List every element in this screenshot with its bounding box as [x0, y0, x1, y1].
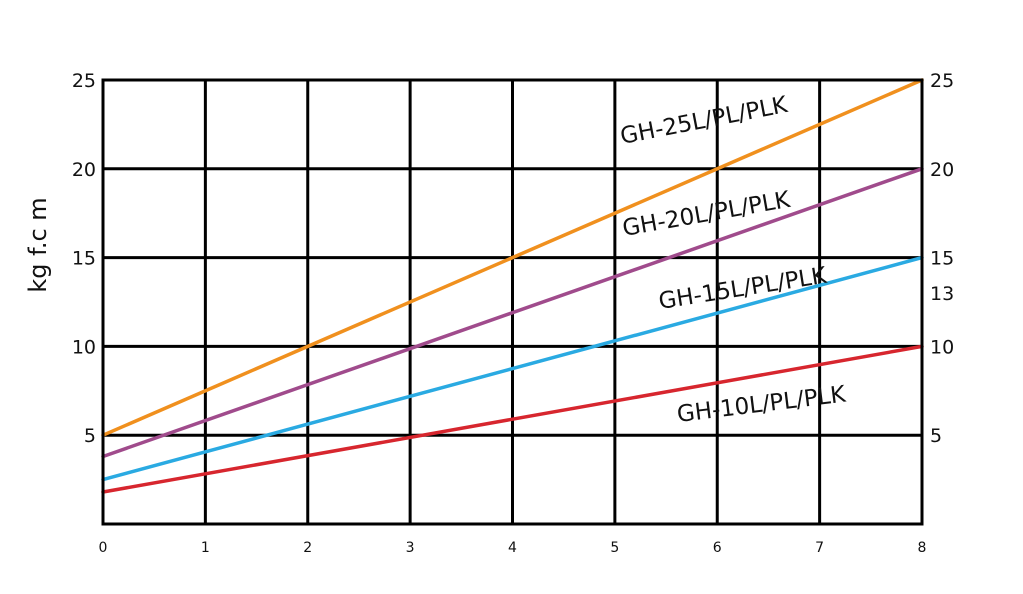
grid [101, 78, 924, 524]
x-tick: 1 [201, 540, 210, 556]
y-tick-right: 13 [930, 283, 954, 305]
x-tick: 6 [713, 540, 722, 556]
y-tick-right: 5 [930, 425, 942, 447]
x-tick: 2 [303, 540, 312, 556]
x-tick: 5 [610, 540, 619, 556]
y-tick-right: 10 [930, 336, 954, 358]
x-tick: 7 [815, 540, 824, 556]
series-line-3 [101, 344, 924, 494]
plot-frame [101, 78, 924, 526]
series-line-2 [101, 255, 924, 482]
x-tick: 3 [406, 540, 415, 556]
x-tick: 4 [508, 540, 517, 556]
y-tick-left: 20 [72, 159, 96, 181]
y-tick-left: 5 [84, 425, 96, 447]
y-axis-title: kg f.c m [24, 197, 52, 292]
series-line-0 [101, 78, 924, 437]
x-tick: 8 [918, 540, 927, 556]
y-tick-left: 10 [72, 336, 96, 358]
y-tick-right: 25 [930, 70, 954, 92]
x-axis-ticks: 0 1 2 3 4 5 6 7 8 [99, 540, 927, 556]
y-tick-left: 15 [72, 248, 96, 270]
series-label-3: GH-10L/PL/PLK [676, 381, 848, 428]
plot-border [101, 78, 924, 526]
series-labels: GH-25L/PL/PLKGH-20L/PL/PLKGH-15L/PL/PLKG… [618, 92, 848, 428]
series-label-0: GH-25L/PL/PLK [618, 92, 790, 150]
series-lines [101, 78, 924, 494]
series-label-1: GH-20L/PL/PLK [621, 187, 793, 242]
series-line-1 [101, 167, 924, 459]
y-tick-right: 15 [930, 248, 954, 270]
y-tick-left: 25 [72, 70, 96, 92]
y-tick-right: 20 [930, 159, 954, 181]
y-axis-left-ticks: 5 10 15 20 25 [72, 70, 96, 447]
x-tick: 0 [99, 540, 108, 556]
y-axis-right-ticks: 5 10 13 15 20 25 [930, 70, 954, 447]
